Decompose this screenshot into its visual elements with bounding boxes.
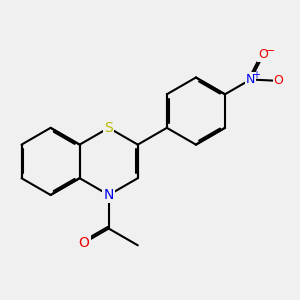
Text: N: N [103, 188, 114, 202]
Text: +: + [252, 70, 260, 80]
Text: O: O [274, 74, 284, 87]
Text: N: N [246, 73, 255, 86]
Text: S: S [104, 121, 113, 135]
Text: O: O [258, 48, 268, 61]
Text: O: O [79, 236, 89, 250]
Text: −: − [266, 46, 275, 56]
